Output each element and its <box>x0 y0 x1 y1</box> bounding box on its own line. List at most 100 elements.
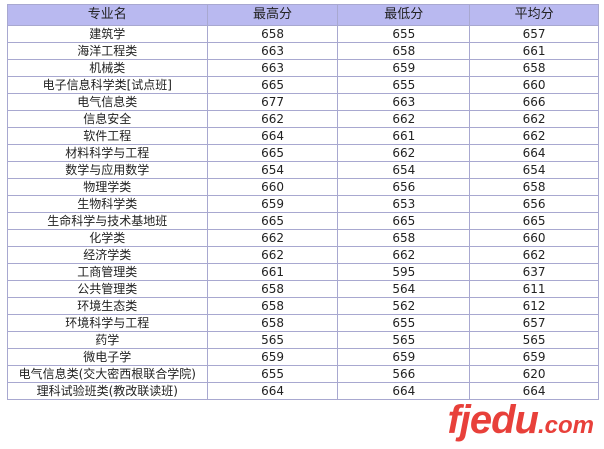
min-score: 656 <box>337 178 471 196</box>
avg-score: 637 <box>469 263 599 281</box>
table-row: 公共管理类 658 564 611 <box>7 280 599 298</box>
major-name: 理科试验班类(教改联读班) <box>7 382 208 400</box>
min-score: 662 <box>337 246 471 264</box>
avg-score: 654 <box>469 161 599 179</box>
max-score: 663 <box>206 42 339 60</box>
avg-score: 658 <box>469 59 599 77</box>
major-name: 信息安全 <box>7 110 208 128</box>
avg-score: 658 <box>469 178 599 196</box>
min-score: 659 <box>337 348 471 366</box>
avg-score: 664 <box>469 144 599 162</box>
max-score: 658 <box>206 314 339 332</box>
avg-score: 657 <box>469 25 599 43</box>
min-score: 655 <box>337 76 471 94</box>
avg-score: 662 <box>469 127 599 145</box>
table-row: 材料科学与工程 665 662 664 <box>7 144 599 162</box>
avg-score: 657 <box>469 314 599 332</box>
max-score: 655 <box>206 365 339 383</box>
min-score: 565 <box>337 331 471 349</box>
min-score: 661 <box>337 127 471 145</box>
watermark-suffix: .com <box>537 412 594 439</box>
min-score: 665 <box>337 212 471 230</box>
max-score: 659 <box>206 348 339 366</box>
min-score: 653 <box>337 195 471 213</box>
column-header: 平均分 <box>469 4 599 26</box>
min-score: 658 <box>337 42 471 60</box>
major-name: 物理学类 <box>7 178 208 196</box>
min-score: 655 <box>337 25 471 43</box>
avg-score: 565 <box>469 331 599 349</box>
max-score: 654 <box>206 161 339 179</box>
min-score: 659 <box>337 59 471 77</box>
major-name: 环境科学与工程 <box>7 314 208 332</box>
avg-score: 666 <box>469 93 599 111</box>
major-name: 公共管理类 <box>7 280 208 298</box>
avg-score: 660 <box>469 229 599 247</box>
column-header: 最高分 <box>206 4 339 26</box>
avg-score: 665 <box>469 212 599 230</box>
table-row: 药学 565 565 565 <box>7 331 599 349</box>
table-row: 物理学类 660 656 658 <box>7 178 599 196</box>
avg-score: 662 <box>469 110 599 128</box>
major-name: 工商管理类 <box>7 263 208 281</box>
table-row: 数学与应用数学 654 654 654 <box>7 161 599 179</box>
table-row: 建筑学 658 655 657 <box>7 25 599 43</box>
major-name: 数学与应用数学 <box>7 161 208 179</box>
major-name: 微电子学 <box>7 348 208 366</box>
max-score: 665 <box>206 144 339 162</box>
max-score: 662 <box>206 246 339 264</box>
avg-score: 664 <box>469 382 599 400</box>
max-score: 659 <box>206 195 339 213</box>
major-name: 经济学类 <box>7 246 208 264</box>
max-score: 665 <box>206 212 339 230</box>
table-row: 化学类 662 658 660 <box>7 229 599 247</box>
min-score: 654 <box>337 161 471 179</box>
min-score: 662 <box>337 144 471 162</box>
column-header: 专业名 <box>7 4 208 26</box>
avg-score: 659 <box>469 348 599 366</box>
column-header: 最低分 <box>337 4 471 26</box>
table-row: 理科试验班类(教改联读班) 664 664 664 <box>7 382 599 400</box>
min-score: 566 <box>337 365 471 383</box>
table-row: 工商管理类 661 595 637 <box>7 263 599 281</box>
max-score: 658 <box>206 25 339 43</box>
watermark-logo: fjedu.com <box>447 400 594 449</box>
max-score: 662 <box>206 110 339 128</box>
major-name: 机械类 <box>7 59 208 77</box>
header-row: 专业名 最高分 最低分 平均分 <box>7 4 599 26</box>
min-score: 664 <box>337 382 471 400</box>
max-score: 664 <box>206 382 339 400</box>
avg-score: 660 <box>469 76 599 94</box>
max-score: 664 <box>206 127 339 145</box>
avg-score: 656 <box>469 195 599 213</box>
max-score: 658 <box>206 297 339 315</box>
table-row: 软件工程 664 661 662 <box>7 127 599 145</box>
avg-score: 620 <box>469 365 599 383</box>
table-row: 电子信息科学类[试点班] 665 655 660 <box>7 76 599 94</box>
max-score: 663 <box>206 59 339 77</box>
min-score: 595 <box>337 263 471 281</box>
score-table: 专业名 最高分 最低分 平均分 建筑学 658 655 657 海洋工程类 663 658 661 机… <box>7 4 599 400</box>
table-row: 经济学类 662 662 662 <box>7 246 599 264</box>
major-name: 化学类 <box>7 229 208 247</box>
watermark-main: fjedu <box>447 398 539 442</box>
table-row: 生物科学类 659 653 656 <box>7 195 599 213</box>
major-name: 电气信息类(交大密西根联合学院) <box>7 365 208 383</box>
major-name: 海洋工程类 <box>7 42 208 60</box>
min-score: 663 <box>337 93 471 111</box>
avg-score: 662 <box>469 246 599 264</box>
major-name: 软件工程 <box>7 127 208 145</box>
max-score: 565 <box>206 331 339 349</box>
table-row: 生命科学与技术基地班 665 665 665 <box>7 212 599 230</box>
min-score: 655 <box>337 314 471 332</box>
table-row: 环境科学与工程 658 655 657 <box>7 314 599 332</box>
major-name: 药学 <box>7 331 208 349</box>
min-score: 564 <box>337 280 471 298</box>
table-row: 电气信息类 677 663 666 <box>7 93 599 111</box>
table-row: 电气信息类(交大密西根联合学院) 655 566 620 <box>7 365 599 383</box>
major-name: 生命科学与技术基地班 <box>7 212 208 230</box>
table-row: 环境生态类 658 562 612 <box>7 297 599 315</box>
table-row: 信息安全 662 662 662 <box>7 110 599 128</box>
avg-score: 611 <box>469 280 599 298</box>
avg-score: 661 <box>469 42 599 60</box>
